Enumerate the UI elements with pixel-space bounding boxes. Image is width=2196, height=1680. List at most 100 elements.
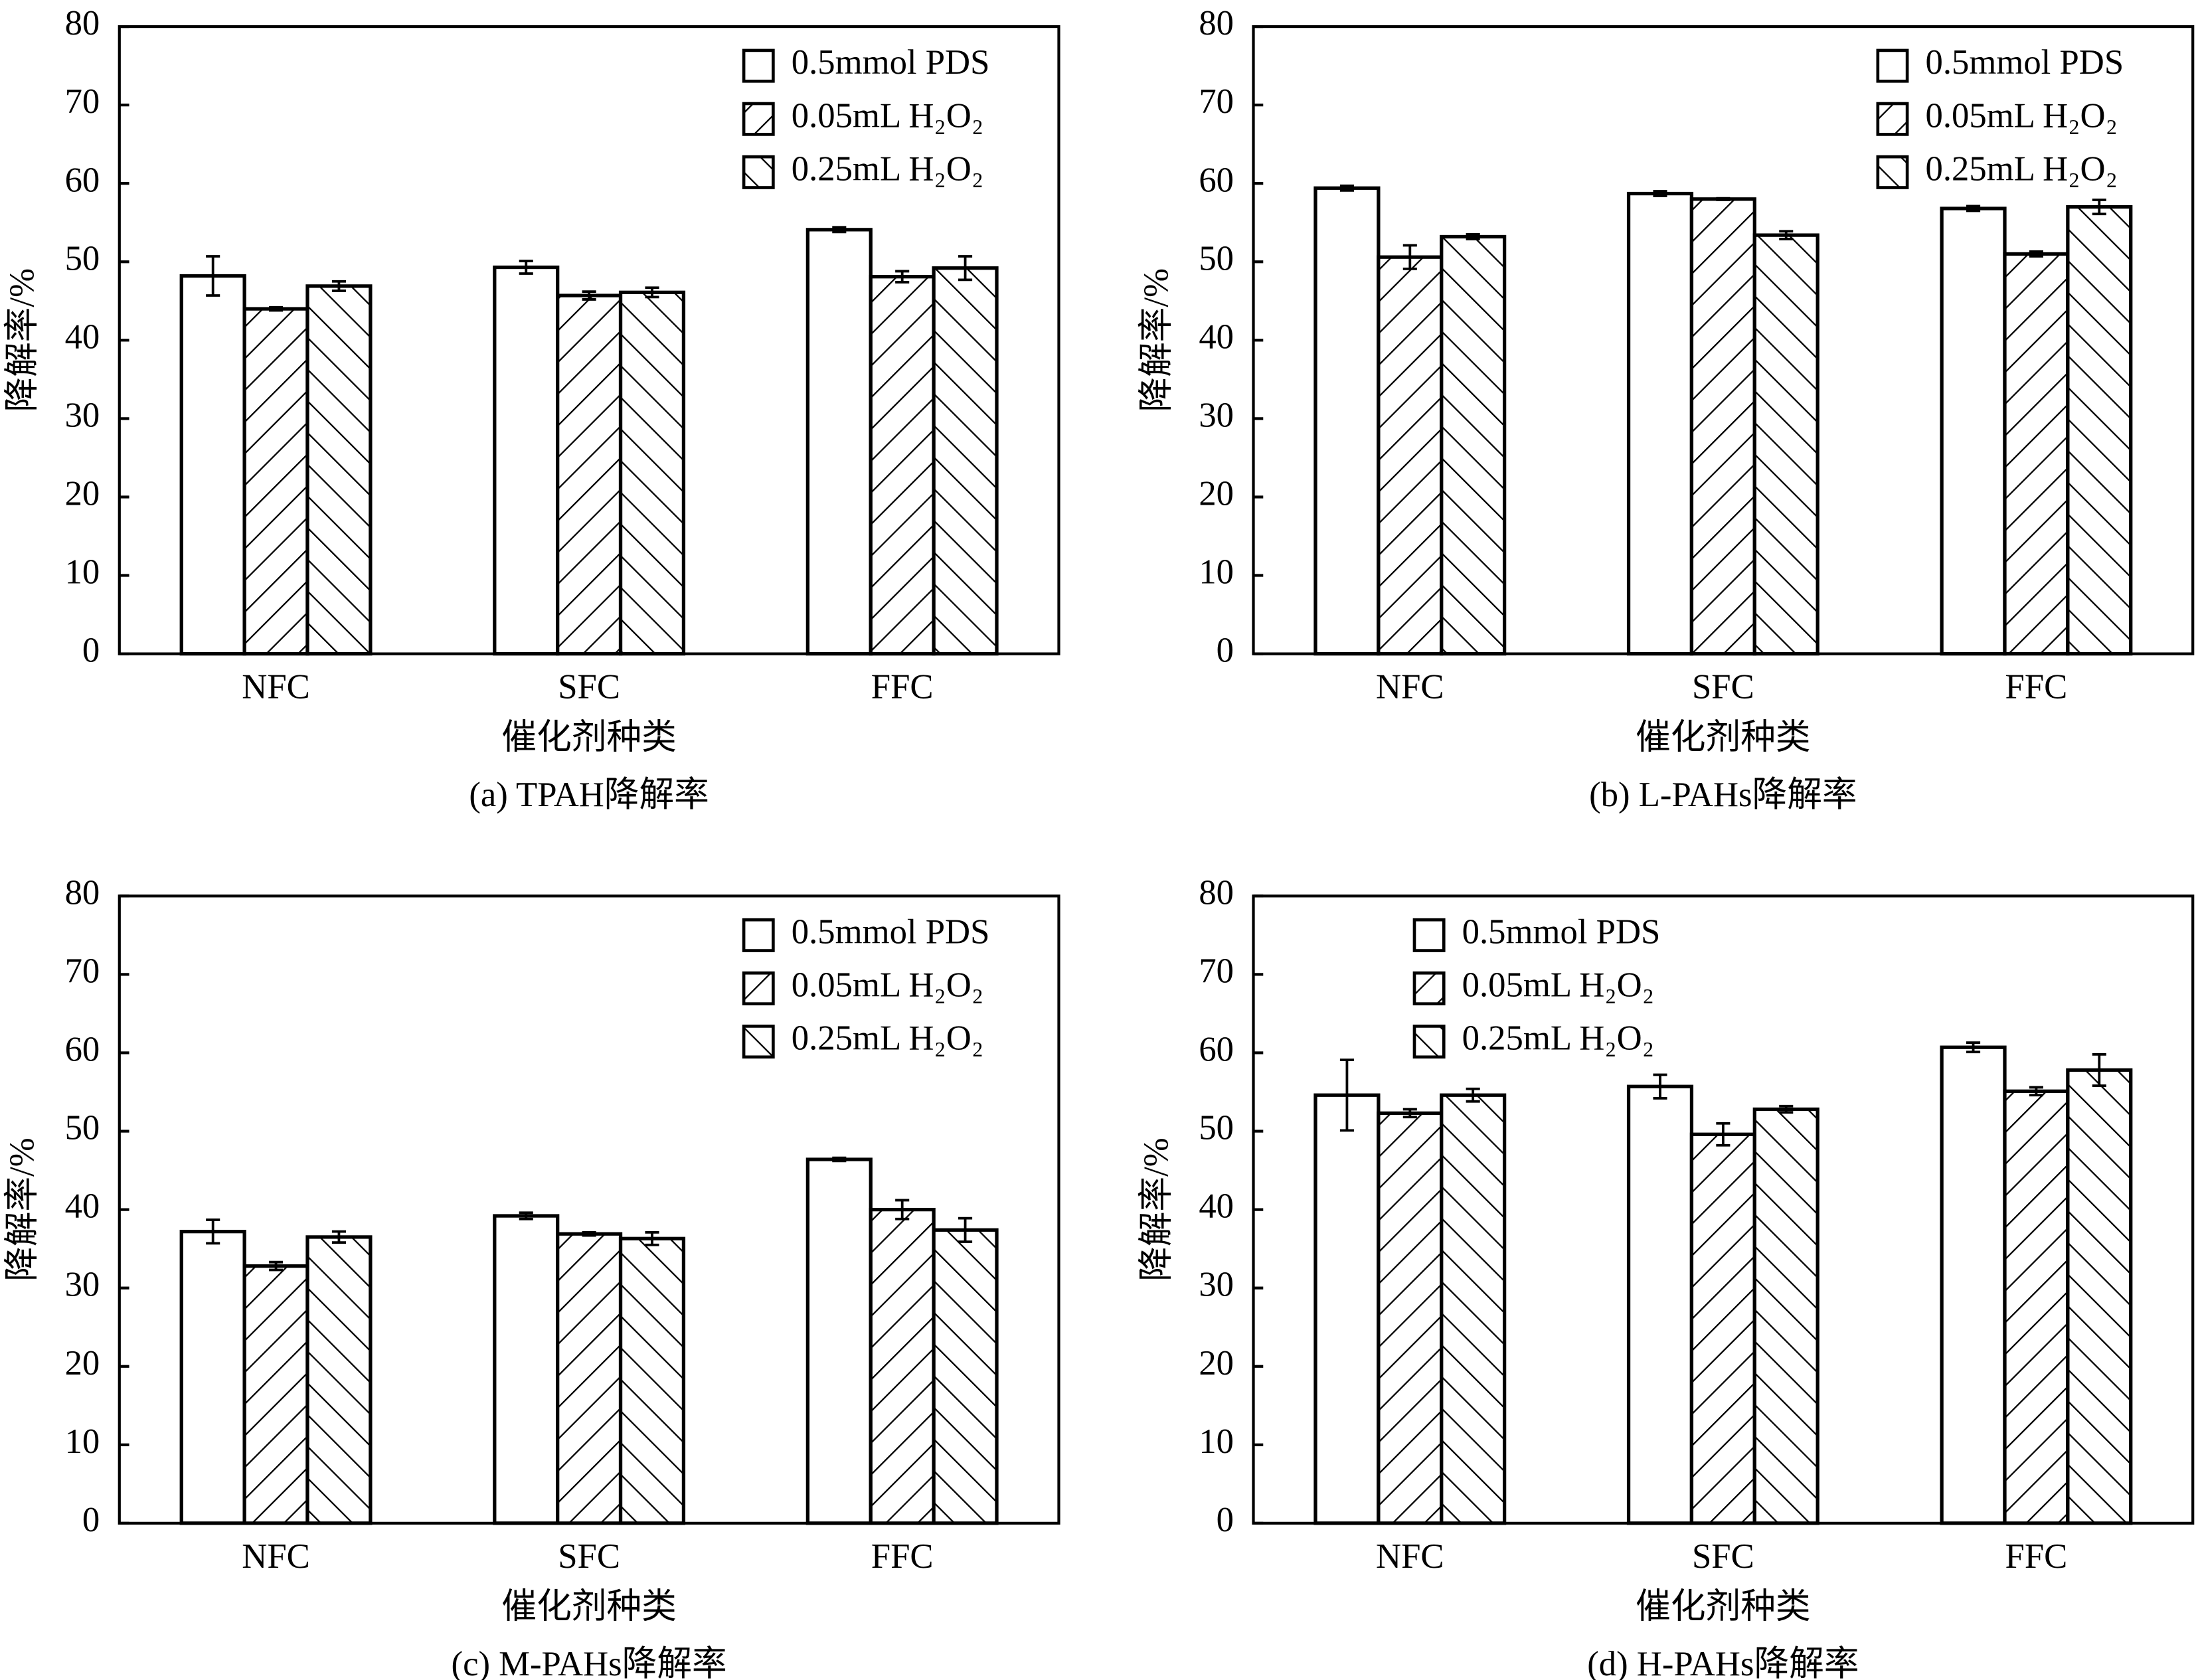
legend-label: 0.5mmol PDS bbox=[1926, 43, 2124, 82]
y-tick-label: 60 bbox=[65, 161, 100, 199]
error-bar bbox=[2029, 1086, 2043, 1097]
bar bbox=[1313, 1093, 1381, 1525]
bar bbox=[1752, 1107, 1819, 1525]
error-bar bbox=[1402, 244, 1417, 270]
panel-caption: (a) TPAH降解率 bbox=[469, 776, 709, 814]
error-bar bbox=[2092, 1052, 2106, 1087]
y-tick-label: 50 bbox=[1199, 239, 1234, 278]
error-bar bbox=[2092, 199, 2106, 216]
bar bbox=[618, 1236, 686, 1525]
bar bbox=[242, 1264, 309, 1525]
error-bar bbox=[832, 226, 847, 234]
y-tick-label: 0 bbox=[1217, 1501, 1234, 1539]
error-bar bbox=[519, 260, 533, 275]
plot-frame bbox=[118, 25, 1060, 655]
error-bar bbox=[1966, 1041, 1981, 1054]
y-tick-label: 30 bbox=[1199, 396, 1234, 434]
y-tick-label: 40 bbox=[65, 1187, 100, 1226]
error-bar bbox=[269, 305, 284, 312]
x-tick-label: NFC bbox=[1376, 668, 1444, 707]
panel: 0 10 20 30 40 50 60 70 80 NFC SFC FFC 0.5mmol PDS 0.0… bbox=[3, 873, 1060, 1680]
y-tick-label: 10 bbox=[65, 1422, 100, 1461]
bar bbox=[493, 1214, 560, 1525]
error-bar bbox=[1653, 190, 1667, 197]
legend-swatch bbox=[742, 1025, 775, 1059]
legend-label: 0.05mL H₂O₂ bbox=[1926, 96, 2118, 135]
plot-frame bbox=[1252, 894, 2195, 1525]
legend-label: 0.05mL H₂O₂ bbox=[792, 966, 983, 1005]
y-tick-label: 40 bbox=[1199, 1187, 1234, 1226]
x-tick-label: FFC bbox=[871, 668, 934, 707]
y-axis-label: 降解率/% bbox=[3, 1137, 42, 1282]
legend-label: 0.05mL H₂O₂ bbox=[1462, 966, 1654, 1005]
x-tick-label: NFC bbox=[242, 668, 310, 707]
bar bbox=[618, 290, 686, 656]
x-axis-label: 催化剂种类 bbox=[501, 1588, 676, 1626]
x-tick-label: SFC bbox=[558, 668, 620, 707]
y-tick-label: 60 bbox=[1199, 161, 1234, 199]
panel: 0 10 20 30 40 50 60 70 80 NFC SFC FFC 0.5mmol PDS 0.0… bbox=[1137, 4, 2195, 814]
bar bbox=[1689, 1132, 1756, 1525]
bar bbox=[1689, 197, 1756, 656]
x-axis-label: 催化剂种类 bbox=[501, 718, 676, 756]
y-axis-label: 降解率/% bbox=[1137, 268, 1175, 412]
error-bar bbox=[1339, 184, 1354, 192]
y-tick-label: 50 bbox=[1199, 1109, 1234, 1147]
error-bar bbox=[1339, 1058, 1354, 1132]
legend-label: 0.5mmol PDS bbox=[1462, 912, 1661, 951]
y-tick-label: 80 bbox=[1199, 4, 1234, 42]
bar bbox=[179, 1230, 246, 1525]
y-tick-label: 20 bbox=[1199, 475, 1234, 513]
bar bbox=[556, 294, 623, 656]
bar bbox=[1940, 207, 2007, 656]
legend-swatch bbox=[1412, 971, 1446, 1005]
error-bar bbox=[1653, 1073, 1667, 1100]
error-bar bbox=[1966, 205, 1981, 212]
legend-swatch bbox=[1876, 155, 1909, 189]
bar bbox=[1377, 1111, 1444, 1525]
bar bbox=[1313, 186, 1381, 656]
bar bbox=[1940, 1045, 2007, 1525]
error-bar bbox=[582, 1230, 596, 1237]
x-tick-label: NFC bbox=[1376, 1537, 1444, 1576]
y-tick-label: 70 bbox=[1199, 82, 1234, 121]
bar bbox=[305, 1235, 373, 1525]
bar bbox=[493, 265, 560, 656]
y-tick-label: 30 bbox=[65, 396, 100, 434]
y-tick-label: 70 bbox=[65, 952, 100, 990]
x-tick-label: FFC bbox=[2005, 668, 2068, 707]
error-bar bbox=[1779, 230, 1794, 240]
bar bbox=[932, 1228, 999, 1525]
bar bbox=[2066, 1068, 2133, 1525]
error-bar bbox=[1466, 1087, 1480, 1103]
legend-swatch bbox=[742, 155, 775, 189]
y-tick-label: 20 bbox=[1199, 1344, 1234, 1383]
bar bbox=[1752, 233, 1819, 656]
error-bar bbox=[2029, 250, 2043, 258]
y-tick-label: 0 bbox=[82, 1501, 100, 1539]
legend-swatch bbox=[742, 918, 775, 952]
error-bar bbox=[331, 1230, 346, 1244]
legend-swatch bbox=[1876, 48, 1909, 83]
y-tick-label: 50 bbox=[65, 1109, 100, 1147]
legend-label: 0.5mmol PDS bbox=[792, 43, 990, 82]
panel: 0 10 20 30 40 50 60 70 80 NFC SFC FFC 0.5mmol PDS 0.0… bbox=[1137, 873, 2195, 1680]
y-tick-label: 0 bbox=[1217, 631, 1234, 670]
bar bbox=[2066, 205, 2133, 656]
y-tick-label: 80 bbox=[65, 4, 100, 42]
x-tick-label: NFC bbox=[242, 1537, 310, 1576]
error-bar bbox=[1779, 1104, 1794, 1114]
legend-swatch bbox=[1412, 1025, 1446, 1059]
bar bbox=[805, 228, 873, 656]
panel-caption: (b) L-PAHs降解率 bbox=[1589, 776, 1857, 814]
error-bar bbox=[1466, 233, 1480, 240]
x-tick-label: SFC bbox=[558, 1537, 620, 1576]
error-bar bbox=[958, 255, 973, 282]
y-tick-label: 0 bbox=[82, 631, 100, 670]
legend-swatch bbox=[742, 971, 775, 1005]
x-tick-label: FFC bbox=[2005, 1537, 2068, 1576]
legend-label: 0.05mL H₂O₂ bbox=[792, 96, 983, 135]
y-tick-label: 10 bbox=[1199, 1422, 1234, 1461]
bar bbox=[1440, 1093, 1507, 1525]
